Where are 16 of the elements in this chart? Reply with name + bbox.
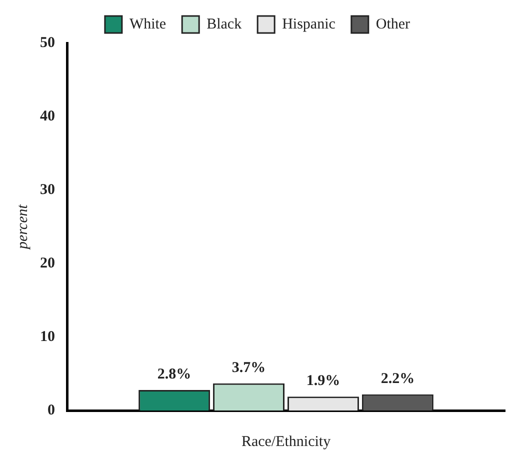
y-axis-title: percent: [14, 204, 31, 250]
y-tick-label: 30: [40, 182, 55, 198]
y-tick-label: 50: [40, 34, 55, 51]
data-label: 2.8%: [157, 366, 192, 382]
data-label: 3.7%: [232, 360, 266, 376]
x-axis-title: Race/Ethnicity: [241, 434, 332, 450]
y-tick-label: 20: [40, 255, 55, 272]
legend-label: Other: [376, 16, 410, 32]
y-tick-label: 40: [40, 108, 55, 124]
data-label: 2.2%: [380, 370, 415, 387]
y-tick-label: 0: [48, 402, 55, 418]
y-tick-label: 10: [40, 328, 55, 345]
legend-label: Black: [206, 16, 242, 32]
legend-label: Hispanic: [282, 16, 336, 32]
legend-label: White: [129, 16, 166, 32]
data-label: 1.9%: [306, 373, 340, 390]
